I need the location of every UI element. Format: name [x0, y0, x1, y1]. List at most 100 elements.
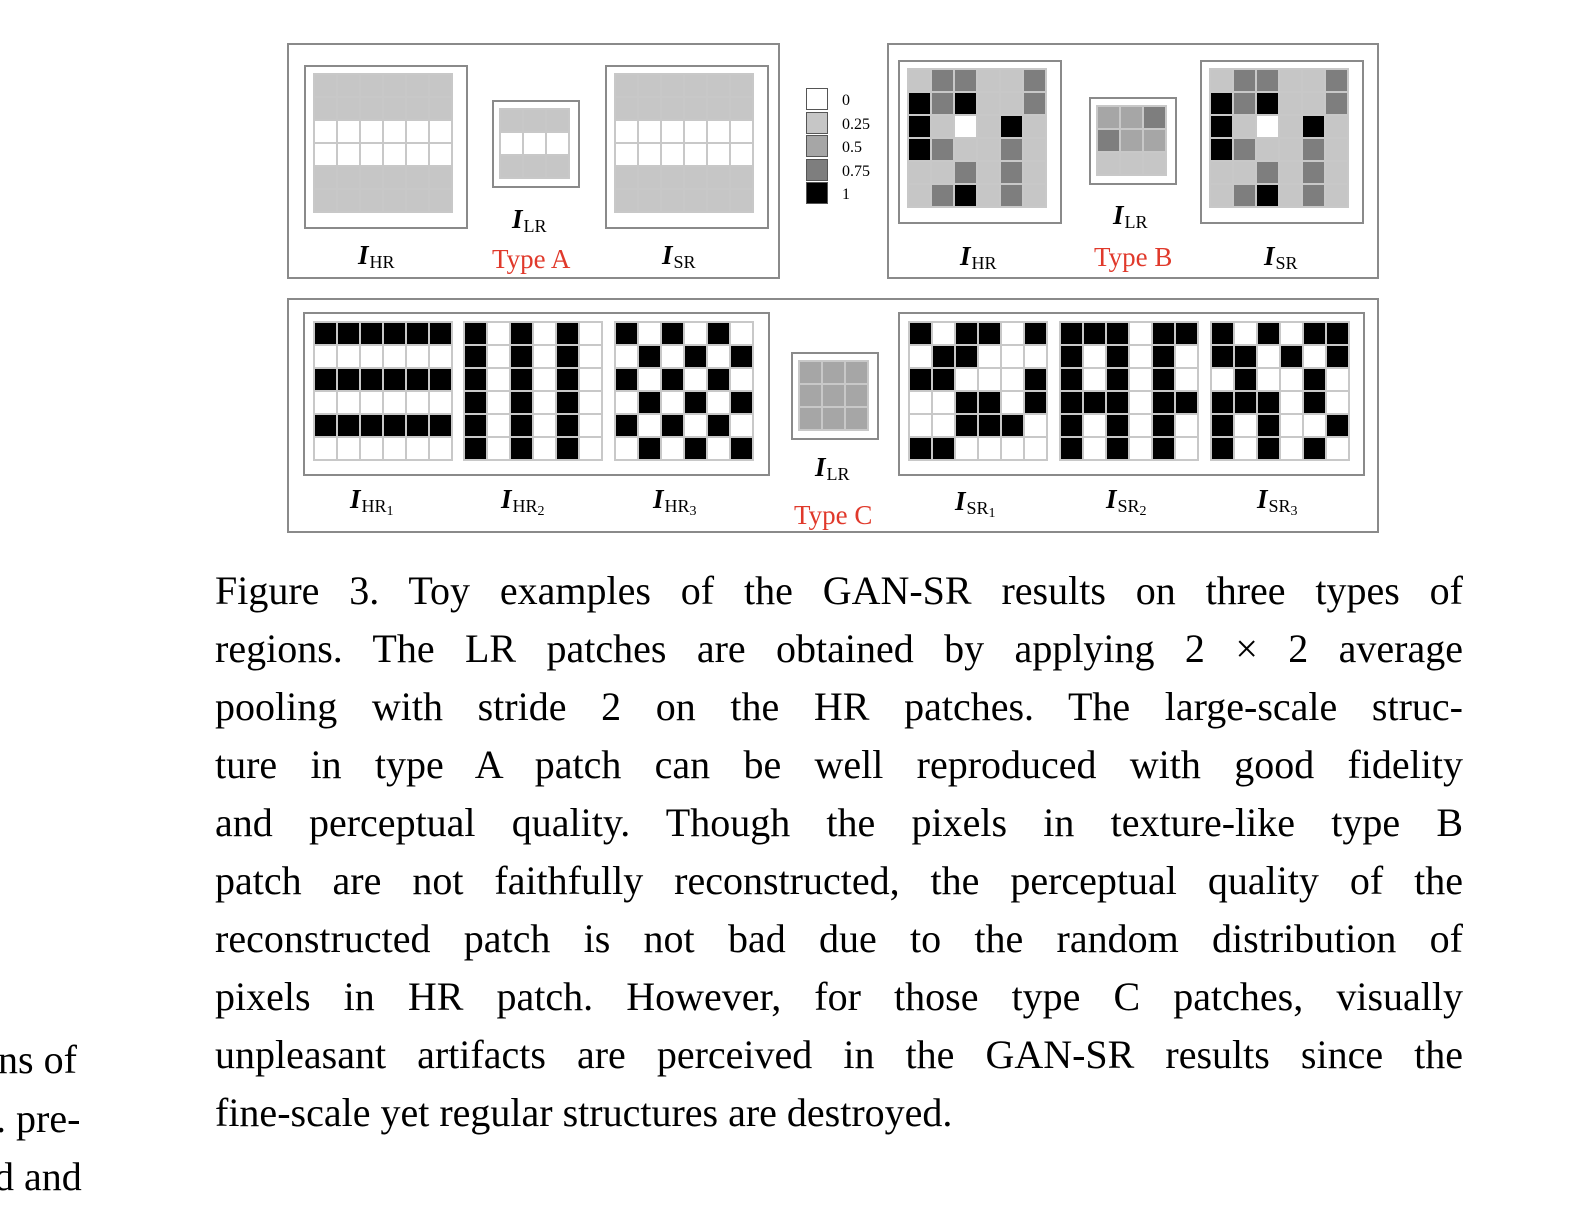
patch-pixel: [1061, 392, 1082, 413]
patch-pixel: [1327, 415, 1348, 436]
patch-pixel: [534, 369, 555, 390]
legend-swatch: [806, 158, 828, 181]
patch-pixel: [488, 346, 509, 367]
patch-pixel: [731, 346, 752, 367]
patch-pixel: [708, 323, 729, 344]
patch-pixel: [1176, 323, 1197, 344]
patch-pixel: [1211, 162, 1232, 183]
patch-pixel: [338, 346, 359, 367]
patch-pixel: [933, 392, 954, 413]
left-column-fragment: d and: [0, 1154, 82, 1199]
patch-pixel: [1327, 323, 1348, 344]
patch-pixel: [978, 93, 999, 114]
caption-line: unpleasant artifacts are perceived in th…: [215, 1032, 1463, 1077]
patch-pixel: [955, 70, 976, 91]
patch-pixel: [685, 98, 706, 119]
patch-pixel: [338, 323, 359, 344]
patch-pixel: [823, 408, 844, 429]
patch-pixel: [1234, 162, 1255, 183]
patch-pixel: [338, 121, 359, 142]
patch-pixel: [1280, 162, 1301, 183]
patch-pixel: [979, 323, 1000, 344]
patch-pixel: [1061, 323, 1082, 344]
patch-pixel: [731, 121, 752, 142]
patch-pixel: [662, 323, 683, 344]
patch-pixel: [1281, 438, 1302, 459]
patch-c-sr2: [1059, 321, 1199, 461]
patch-b-sr: [1209, 68, 1349, 208]
patch-c-lr: [798, 360, 869, 431]
patch-pixel: [1327, 392, 1348, 413]
patch-pixel: [909, 139, 930, 160]
patch-pixel: [580, 438, 601, 459]
patch-pixel: [932, 116, 953, 137]
patch-pixel: [501, 110, 522, 131]
patch-pixel: [731, 190, 752, 211]
patch-pixel: [1002, 346, 1023, 367]
patch-pixel: [1001, 70, 1022, 91]
patch-pixel: [1303, 139, 1324, 160]
patch-pixel: [1024, 185, 1045, 206]
patch-pixel: [361, 75, 382, 96]
caption-line: fine-scale yet regular structures are de…: [215, 1090, 953, 1135]
patch-pixel: [534, 346, 555, 367]
patch-pixel: [1280, 139, 1301, 160]
patch-pixel: [1257, 70, 1278, 91]
patch-pixel: [909, 185, 930, 206]
patch-pixel: [616, 167, 637, 188]
legend-value: 0.25: [842, 115, 870, 133]
patch-pixel: [662, 346, 683, 367]
patch-pixel: [1234, 139, 1255, 160]
patch-pixel: [909, 116, 930, 137]
legend-value: 1: [842, 186, 850, 203]
patch-pixel: [580, 369, 601, 390]
patch-pixel: [1002, 392, 1023, 413]
patch-pixel: [1303, 116, 1324, 137]
patch-pixel: [1107, 369, 1128, 390]
patch-pixel: [488, 323, 509, 344]
patch-pixel: [1258, 369, 1279, 390]
patch-pixel: [580, 323, 601, 344]
patch-pixel: [731, 369, 752, 390]
patch-pixel: [956, 438, 977, 459]
patch-pixel: [1280, 116, 1301, 137]
patch-c-hr2: [463, 321, 603, 461]
patch-pixel: [1084, 415, 1105, 436]
patch-pixel: [1098, 130, 1119, 151]
patch-pixel: [933, 369, 954, 390]
patch-pixel: [1281, 346, 1302, 367]
patch-pixel: [933, 323, 954, 344]
patch-pixel: [1176, 392, 1197, 413]
patch-pixel: [315, 75, 336, 96]
patch-pixel: [1281, 392, 1302, 413]
caption-line: pooling with stride 2 on the HR patches.…: [215, 684, 1463, 729]
patch-pixel: [361, 144, 382, 165]
patch-pixel: [1025, 392, 1046, 413]
patch-pixel: [488, 392, 509, 413]
patch-pixel: [616, 190, 637, 211]
patch-pixel: [1130, 392, 1151, 413]
patch-pixel: [1327, 438, 1348, 459]
patch-pixel: [1212, 369, 1233, 390]
patch-pixel: [534, 438, 555, 459]
patch-pixel: [511, 392, 532, 413]
patch-pixel: [1025, 369, 1046, 390]
patch-pixel: [823, 385, 844, 406]
patch-pixel: [1176, 346, 1197, 367]
patch-pixel: [979, 346, 1000, 367]
patch-pixel: [1084, 392, 1105, 413]
patch-pixel: [800, 408, 821, 429]
patch-pixel: [1258, 415, 1279, 436]
label-b-hr: IHR: [960, 241, 997, 273]
patch-pixel: [557, 438, 578, 459]
patch-pixel: [1258, 346, 1279, 367]
patch-pixel: [846, 408, 867, 429]
patch-pixel: [910, 346, 931, 367]
patch-pixel: [731, 167, 752, 188]
patch-pixel: [384, 346, 405, 367]
label-c-sr1: ISR1: [955, 486, 996, 521]
patch-pixel: [956, 415, 977, 436]
caption-line: regions. The LR patches are obtained by …: [215, 626, 1463, 671]
patch-pixel: [1025, 323, 1046, 344]
patch-pixel: [933, 438, 954, 459]
